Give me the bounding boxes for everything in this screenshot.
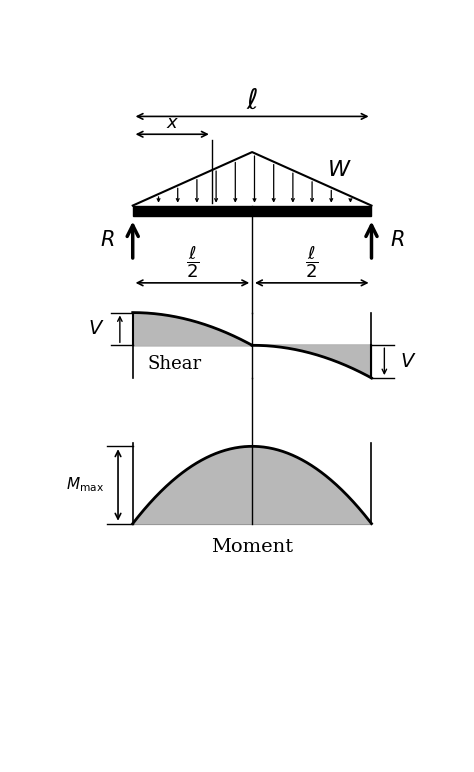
Text: $x$: $x$ bbox=[165, 114, 179, 133]
Text: $\ell$: $\ell$ bbox=[246, 88, 258, 114]
Text: $R$: $R$ bbox=[100, 230, 114, 250]
Text: $\dfrac{\ell}{2}$: $\dfrac{\ell}{2}$ bbox=[305, 245, 319, 280]
Bar bbox=[133, 205, 372, 216]
Text: Moment: Moment bbox=[211, 539, 293, 557]
Polygon shape bbox=[133, 313, 252, 345]
Text: $\dfrac{\ell}{2}$: $\dfrac{\ell}{2}$ bbox=[186, 245, 199, 280]
Text: $M_{\mathrm{max}}$: $M_{\mathrm{max}}$ bbox=[66, 476, 104, 494]
Text: $W$: $W$ bbox=[328, 159, 352, 181]
Text: $R$: $R$ bbox=[390, 230, 404, 250]
Text: $V$: $V$ bbox=[400, 353, 417, 371]
Text: $V$: $V$ bbox=[88, 320, 104, 338]
Text: Shear: Shear bbox=[147, 355, 201, 373]
Polygon shape bbox=[252, 345, 372, 378]
